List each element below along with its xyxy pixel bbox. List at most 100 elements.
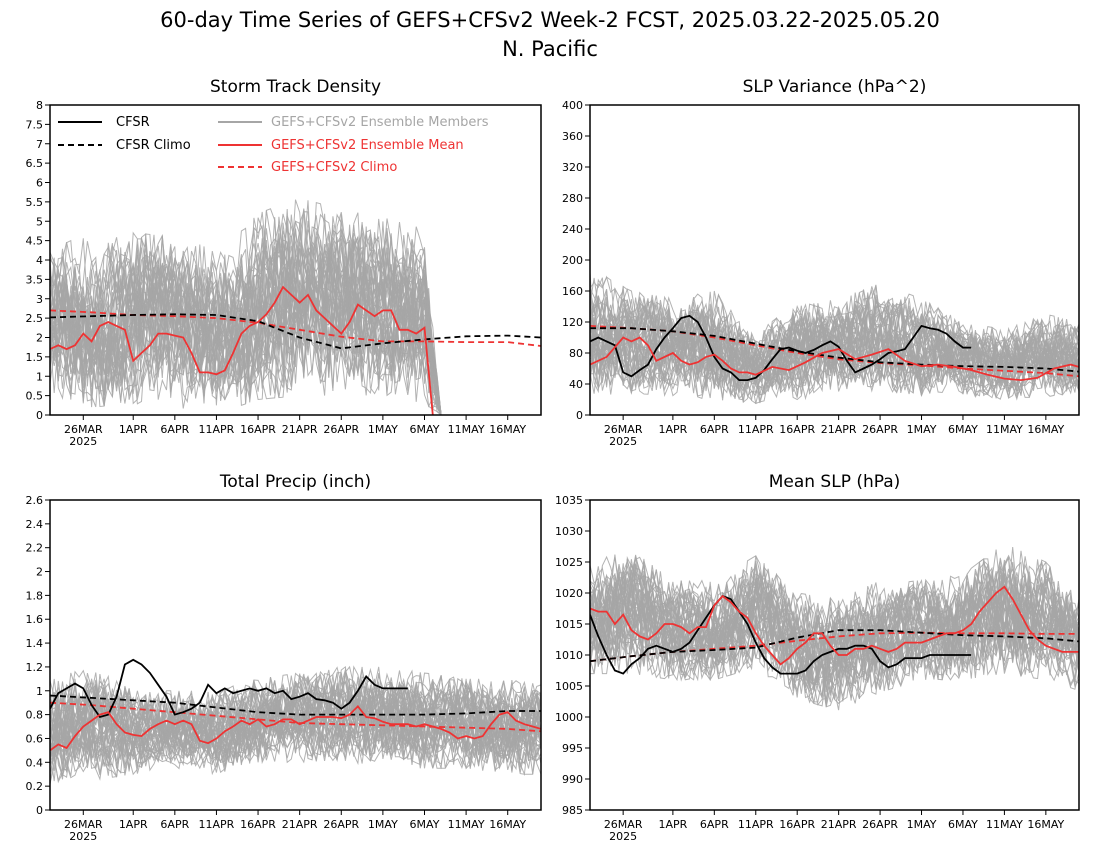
panel-title: Storm Track Density [210,77,381,97]
x-tick-label: 1APR [658,423,687,436]
ensemble-member-line [590,276,1079,385]
panel-slp-variance: SLP Variance (hPa^2) 0 40 80 120 160 200 240 280… [562,77,1080,448]
y-tick-label: 1.6 [26,613,44,626]
legend-label-cfsr: CFSR [116,115,150,130]
x-year-label: 2025 [69,830,97,843]
y-tick-label: 0.6 [26,732,44,745]
y-tick-label: 1030 [555,525,583,538]
figure-title: 60-day Time Series of GEFS+CFSv2 Week-2 … [160,8,940,32]
x-tick-label: 6MAY [948,423,978,436]
ensemble-member-line [50,669,541,765]
x-tick-label: 11MAY [986,423,1023,436]
ensemble-member-line [50,683,541,776]
panel-title: SLP Variance (hPa^2) [743,77,927,97]
ensemble-member-line [590,305,1079,399]
x-tick-label: 16MAY [489,423,526,436]
x-tick-label: 11APR [738,423,774,436]
ensemble-member-line [50,230,442,415]
x-tick-label: 16APR [779,423,815,436]
x-tick-label: 16APR [240,818,276,831]
x-tick-label: 16MAY [1027,818,1064,831]
panel-mean-slp: Mean SLP (hPa) 985 990 995 1000 1005 1010 1015 1… [555,472,1080,843]
y-tick-label: 40 [569,378,583,391]
y-tick-label: 1020 [555,587,583,600]
y-tick-label: 990 [562,773,583,786]
x-tick-label: 6MAY [948,818,978,831]
legend-label-ens-mean: GEFS+CFSv2 Ensemble Mean [271,138,464,153]
y-tick-label: 4.5 [26,235,44,248]
y-tick-label: 2.2 [26,542,44,555]
x-tick-label: 1MAY [907,818,937,831]
ensemble-member-line [50,232,442,415]
y-tick-label: 200 [562,254,583,267]
y-tick-label: 360 [562,130,583,143]
y-tick-label: 985 [562,804,583,817]
x-tick-label: 26MAR [64,423,103,436]
ensemble-member-line [590,555,1079,672]
x-tick-label: 21APR [282,423,318,436]
x-tick-label: 26APR [862,423,898,436]
y-tick-label: 1005 [555,680,583,693]
y-tick-label: 995 [562,742,583,755]
y-tick-label: 4 [36,254,43,267]
ensemble-member-line [590,558,1079,682]
y-tick-label: 7 [36,138,43,151]
legend: CFSR CFSR Climo GEFS+CFSv2 Ensemble Memb… [58,115,489,175]
legend-label-cfsr-climo: CFSR Climo [116,138,191,153]
y-tick-label: 1.8 [26,589,44,602]
ensemble-member-line [590,580,1079,704]
ensemble-mean-line [50,704,541,752]
x-year-label: 2025 [609,435,637,448]
x-tick-label: 6APR [700,818,729,831]
y-tick-label: 5 [36,215,43,228]
x-tick-label: 1MAY [368,423,398,436]
y-tick-label: 1000 [555,711,583,724]
y-tick-label: 6 [36,177,43,190]
y-tick-label: 0 [576,409,583,422]
plot-area [590,272,1079,405]
ensemble-mean-line [50,285,434,415]
y-tick-label: 2 [36,332,43,345]
x-tick-label: 1APR [119,818,148,831]
plot-area [50,658,541,785]
x-tick-label: 16MAY [489,818,526,831]
y-tick-label: 160 [562,285,583,298]
ensemble-member-line [50,243,442,415]
ensemble-member-line [50,229,442,415]
y-tick-label: 7.5 [26,118,44,131]
x-tick-label: 16APR [240,423,276,436]
x-tick-label: 11APR [738,818,774,831]
x-tick-label: 1APR [658,818,687,831]
ensemble-mean-line [590,585,1079,666]
y-tick-label: 0.2 [26,780,44,793]
x-tick-label: 26APR [323,423,359,436]
y-tick-label: 2.6 [26,494,44,507]
x-tick-label: 21APR [282,818,318,831]
x-tick-label: 21APR [821,423,857,436]
y-tick-label: 8 [36,99,43,112]
cfsr-line [590,595,972,675]
gefs-climo-line [50,701,541,733]
y-tick-label: 1 [36,370,43,383]
y-tick-label: 1.2 [26,661,44,674]
x-tick-label: 26MAR [604,818,643,831]
plot-frame [49,499,542,811]
y-tick-label: 320 [562,161,583,174]
x-tick-label: 16APR [779,818,815,831]
ensemble-member-line [590,299,1079,388]
cfsr-climo-line [50,313,541,350]
y-tick-label: 0 [36,409,43,422]
x-tick-label: 6MAY [410,818,440,831]
x-tick-label: 1MAY [368,818,398,831]
x-tick-label: 11APR [199,423,235,436]
y-tick-label: 2 [36,566,43,579]
x-tick-label: 1MAY [907,423,937,436]
y-tick-label: 1.5 [26,351,44,364]
x-tick-label: 26APR [862,818,898,831]
y-tick-label: 1025 [555,556,583,569]
ensemble-member-line [50,214,442,415]
x-tick-label: 11MAY [986,818,1023,831]
y-tick-label: 6.5 [26,157,44,170]
panel-title: Total Precip (inch) [219,472,371,492]
